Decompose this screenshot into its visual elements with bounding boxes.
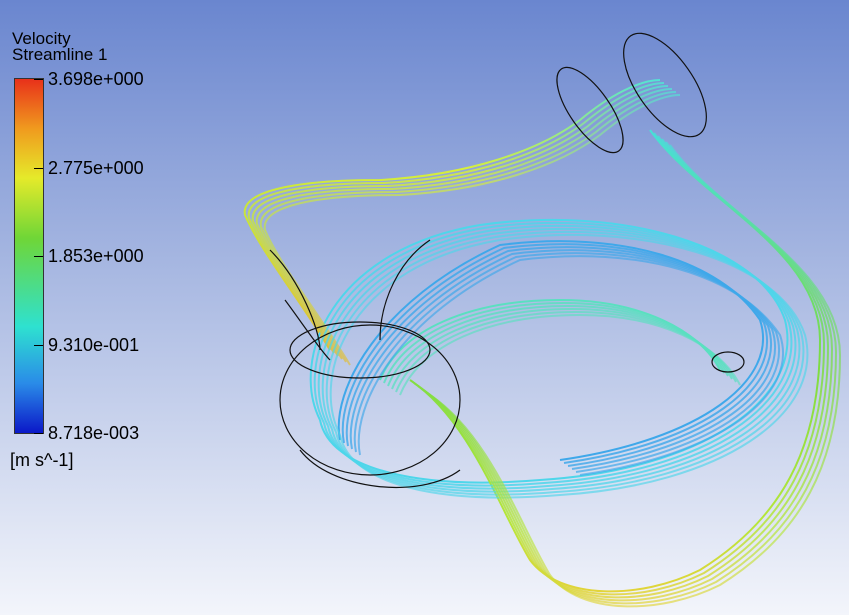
streamline (399, 313, 741, 396)
tick-label: 1.853e+000 (48, 246, 144, 266)
tick-label: 9.310e-001 (48, 334, 140, 355)
tick-label: 8.718e-003 (48, 423, 140, 443)
legend-unit: [m s^-1] (10, 450, 74, 470)
tick-mark (34, 256, 43, 257)
streamline (349, 249, 777, 470)
tick-label: 3.698e+000 (48, 69, 144, 89)
streamline (325, 230, 805, 496)
legend-subtitle: Streamline 1 (12, 45, 108, 64)
tick-label: 2.775e+000 (48, 157, 144, 178)
streamline (255, 88, 673, 360)
streamline (263, 94, 681, 366)
outline (711, 351, 745, 373)
outline (556, 66, 624, 154)
streamline (337, 240, 765, 461)
streamline (353, 252, 781, 473)
outline (289, 321, 431, 379)
streamline (387, 304, 729, 387)
streamline (243, 79, 661, 351)
streamline (313, 221, 793, 487)
streamline (357, 255, 785, 476)
tick-mark (34, 433, 43, 434)
streamline (259, 91, 677, 363)
streamline (345, 246, 773, 467)
streamline (341, 243, 769, 464)
streamline (321, 227, 801, 493)
streamline (329, 233, 809, 499)
streamline (317, 224, 797, 490)
tick-mark (34, 344, 43, 346)
outline (269, 239, 461, 488)
outline (623, 32, 707, 138)
streamline (429, 144, 842, 608)
streamline (251, 85, 669, 357)
streamline (247, 82, 665, 354)
streamline (309, 218, 789, 484)
tick-mark (34, 79, 43, 80)
tick-mark (34, 167, 43, 169)
legend-title: Velocity (12, 29, 71, 48)
outline (279, 324, 461, 476)
